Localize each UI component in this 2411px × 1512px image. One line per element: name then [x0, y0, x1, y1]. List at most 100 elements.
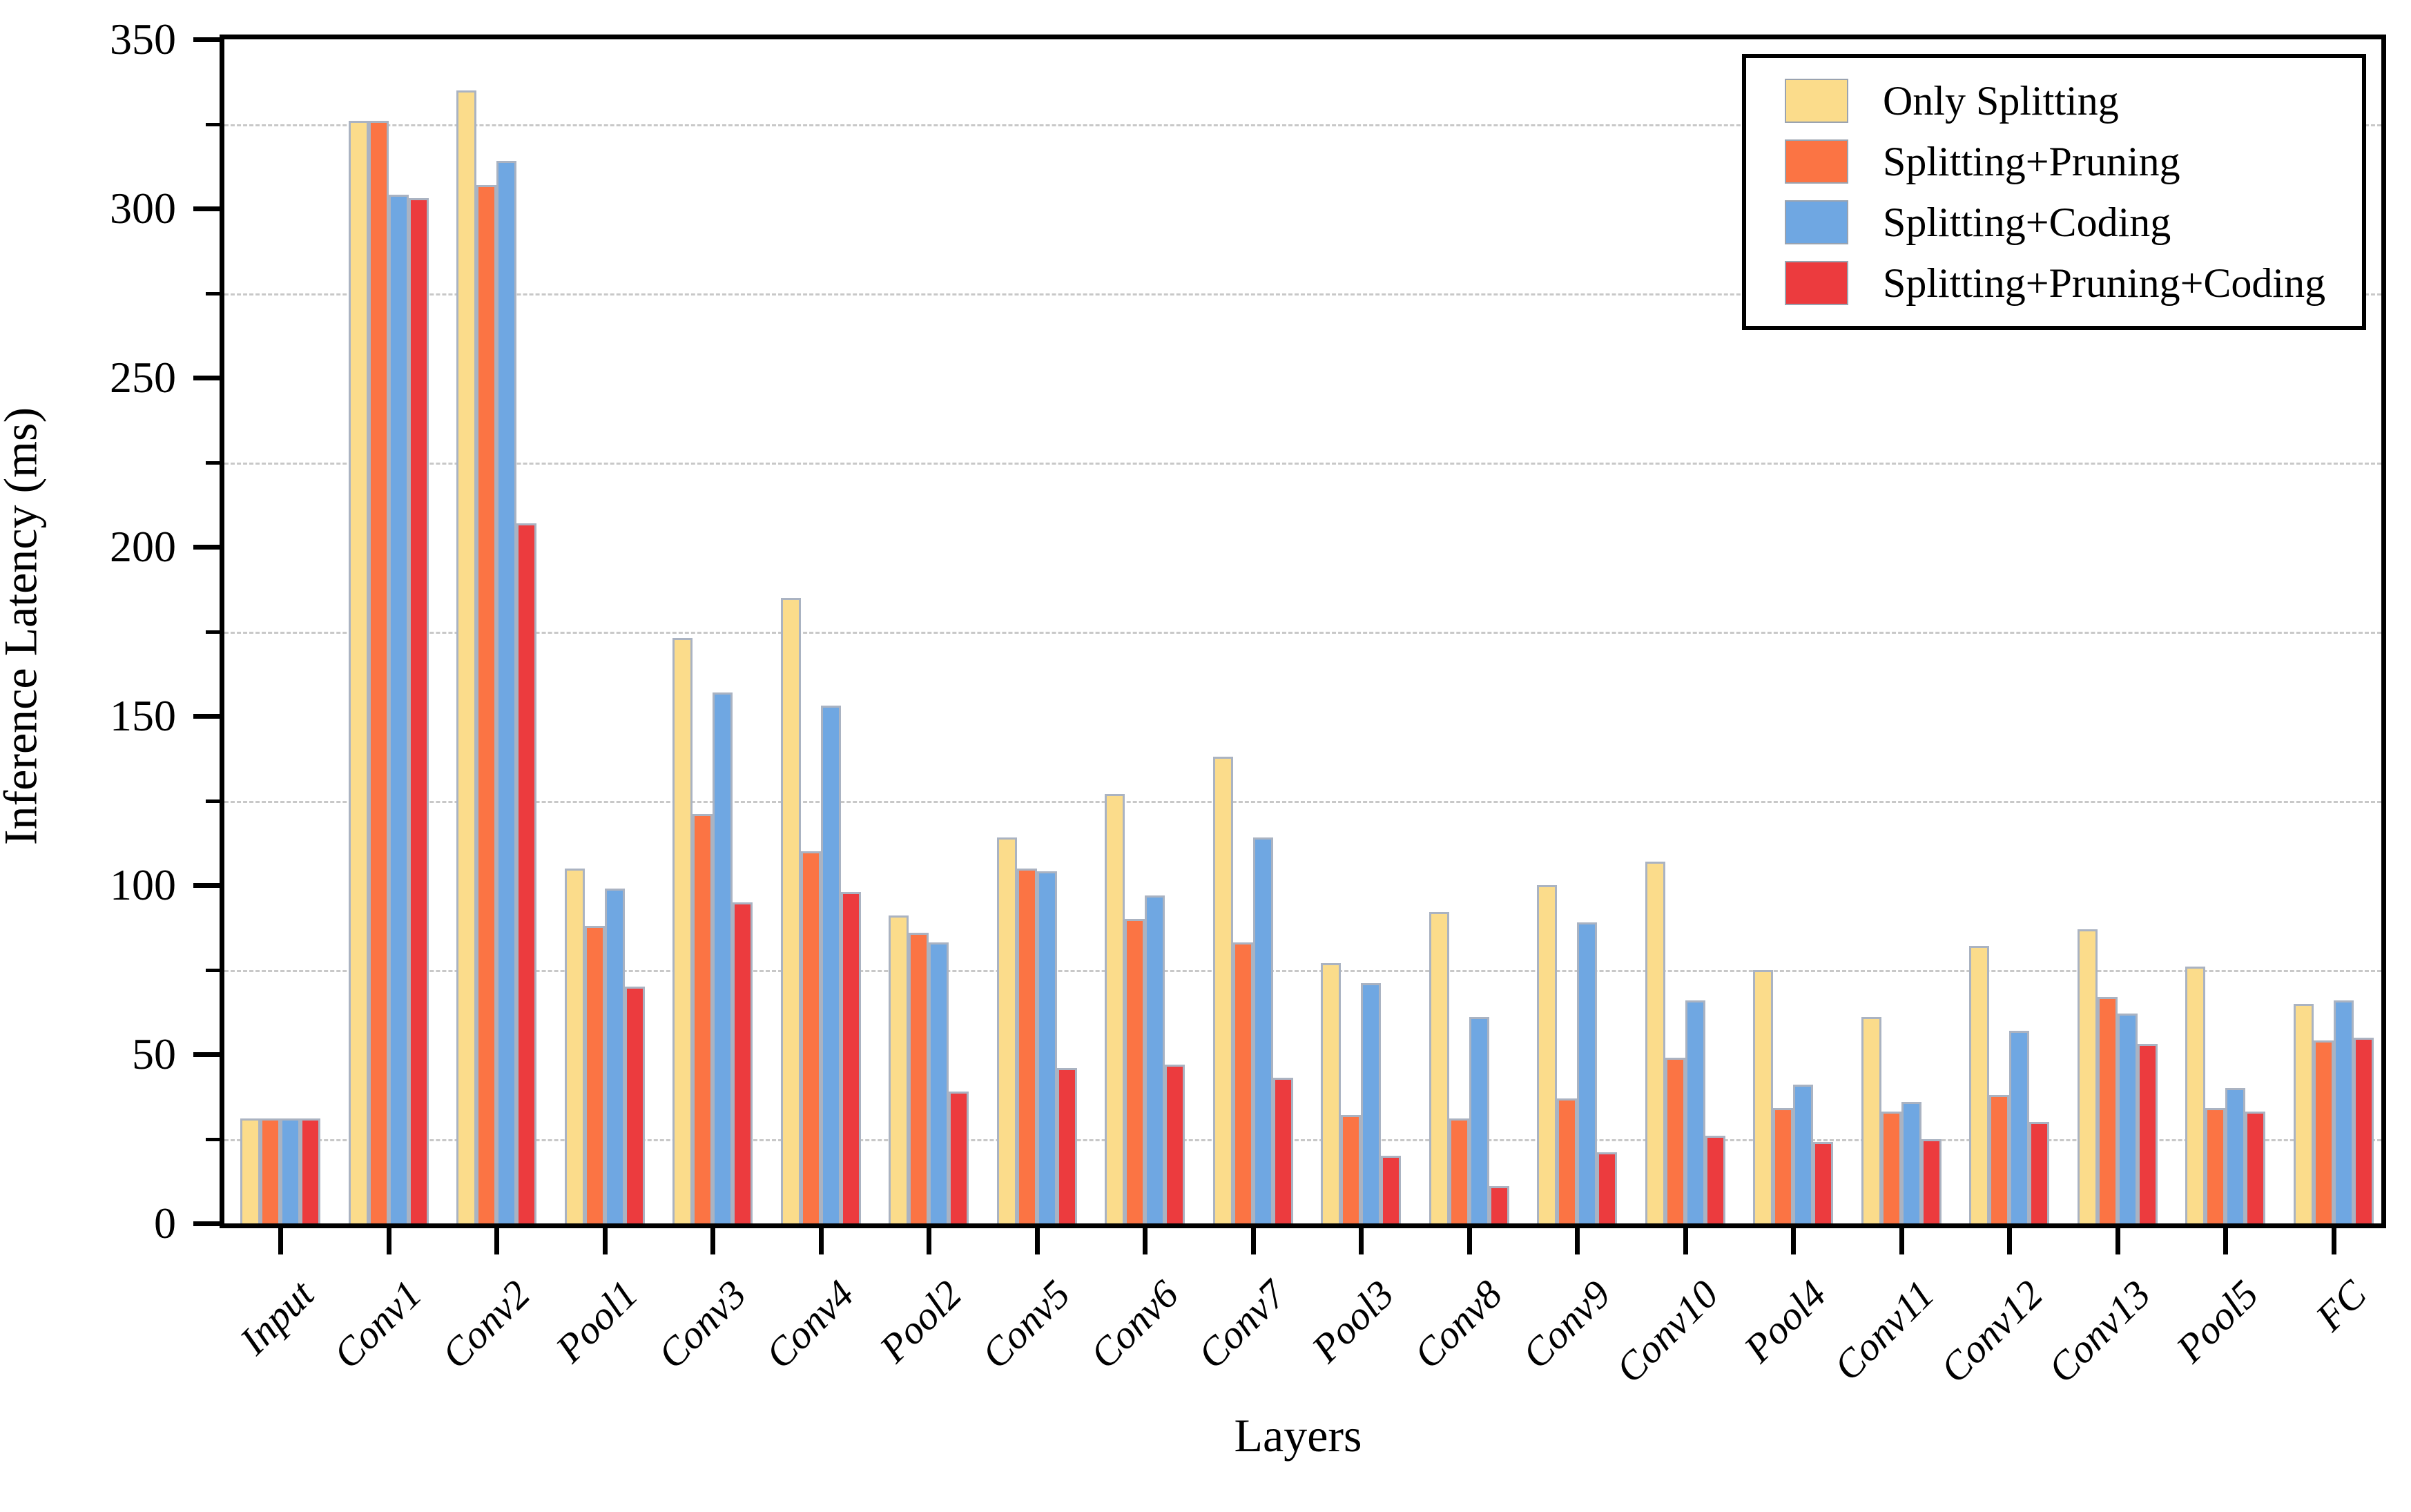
x-tick-pool5: [2223, 1223, 2228, 1254]
x-tick-pool3: [1359, 1223, 1364, 1254]
x-category-label-conv13: Conv13: [2039, 1271, 2160, 1392]
x-tick-conv1: [386, 1223, 391, 1254]
bar-splitting-coding-conv10: [1685, 1000, 1705, 1223]
bar-splitting-pruning-input: [260, 1118, 280, 1223]
x-tick-input: [278, 1223, 283, 1254]
x-category-label-pool5: Pool5: [2167, 1271, 2267, 1371]
legend-label-splitting-coding: Splitting+Coding: [1883, 199, 2171, 245]
bar-only-splitting-pool5: [2185, 966, 2205, 1223]
bar-splitting-pruning-coding-conv9: [1597, 1152, 1617, 1223]
x-tick-conv3: [710, 1223, 715, 1254]
x-tick-fc: [2331, 1223, 2336, 1254]
x-tick-conv11: [1899, 1223, 1904, 1254]
bar-splitting-coding-pool1: [604, 888, 625, 1223]
legend-row-only-splitting: Only Splitting: [1746, 70, 2362, 131]
x-axis-title: Layers: [1234, 1409, 1362, 1462]
bar-splitting-coding-pool2: [929, 942, 949, 1223]
bar-only-splitting-pool2: [889, 915, 909, 1223]
y-tick-label-250: 250: [110, 353, 176, 402]
bar-splitting-pruning-coding-pool5: [2245, 1112, 2265, 1223]
legend-swatch-splitting-pruning-coding: [1785, 261, 1848, 305]
bar-only-splitting-conv8: [1429, 912, 1449, 1223]
bar-only-splitting-pool4: [1753, 969, 1773, 1223]
gridline-75: [224, 969, 2381, 972]
bar-splitting-pruning-coding-conv10: [1705, 1135, 1725, 1223]
bar-splitting-coding-conv11: [1901, 1101, 1921, 1223]
y-tick-label-200: 200: [110, 522, 176, 571]
bar-splitting-coding-conv6: [1145, 895, 1165, 1223]
bar-splitting-pruning-conv10: [1665, 1057, 1685, 1223]
bar-splitting-coding-pool4: [1793, 1085, 1813, 1223]
bar-splitting-coding-fc: [2333, 1000, 2354, 1223]
legend-label-only-splitting: Only Splitting: [1883, 77, 2119, 124]
bar-only-splitting-conv12: [1969, 946, 1989, 1223]
bar-only-splitting-conv9: [1537, 885, 1557, 1223]
y-minor-tick-125: [206, 799, 224, 803]
legend-row-splitting-pruning: Splitting+Pruning: [1746, 131, 2362, 192]
x-category-label-conv8: Conv8: [1405, 1271, 1511, 1377]
bar-splitting-pruning-conv9: [1557, 1098, 1577, 1223]
bar-splitting-pruning-coding-fc: [2353, 1037, 2374, 1223]
bar-splitting-pruning-pool1: [584, 925, 605, 1223]
gridline-125: [224, 800, 2381, 803]
bar-only-splitting-conv13: [2077, 929, 2098, 1223]
bar-splitting-coding-pool5: [2225, 1088, 2245, 1223]
gridline-25: [224, 1138, 2381, 1141]
x-tick-conv12: [2007, 1223, 2012, 1254]
y-minor-tick-275: [206, 291, 224, 295]
bar-splitting-pruning-coding-conv11: [1921, 1138, 1942, 1223]
bar-splitting-pruning-coding-conv13: [2137, 1044, 2158, 1223]
bar-splitting-pruning-conv2: [476, 184, 496, 1223]
bar-only-splitting-pool1: [564, 868, 585, 1223]
bar-only-splitting-conv7: [1212, 756, 1233, 1223]
x-tick-conv2: [494, 1223, 499, 1254]
bar-splitting-pruning-conv11: [1881, 1112, 1901, 1223]
bar-splitting-pruning-conv13: [2097, 996, 2118, 1223]
legend-swatch-splitting-pruning: [1785, 139, 1848, 184]
x-tick-conv13: [2115, 1223, 2120, 1254]
bar-splitting-coding-conv1: [388, 195, 409, 1223]
gridline-325: [224, 124, 2381, 126]
x-category-label-input: Input: [231, 1271, 322, 1364]
x-category-label-conv6: Conv6: [1081, 1271, 1187, 1377]
bar-splitting-pruning-coding-conv7: [1272, 1078, 1293, 1223]
x-tick-conv4: [818, 1223, 824, 1254]
y-tick-label-300: 300: [110, 184, 176, 233]
bar-splitting-pruning-fc: [2313, 1040, 2334, 1223]
x-tick-conv7: [1250, 1223, 1256, 1254]
bar-only-splitting-conv5: [996, 837, 1017, 1223]
bar-splitting-pruning-pool5: [2205, 1108, 2225, 1223]
bar-splitting-coding-conv3: [713, 692, 733, 1223]
y-tick-label-350: 350: [110, 14, 176, 64]
bar-splitting-pruning-coding-conv12: [2029, 1122, 2049, 1223]
legend-label-splitting-pruning-coding: Splitting+Pruning+Coding: [1883, 260, 2326, 306]
bar-splitting-pruning-coding-conv6: [1165, 1064, 1185, 1223]
x-tick-pool4: [1791, 1223, 1796, 1254]
x-category-label-conv12: Conv12: [1931, 1271, 2051, 1392]
legend-swatch-splitting-coding: [1785, 200, 1848, 244]
bar-splitting-pruning-conv7: [1232, 942, 1253, 1223]
bar-splitting-pruning-conv4: [800, 851, 821, 1223]
bar-splitting-pruning-coding-pool1: [624, 987, 645, 1223]
bar-only-splitting-conv4: [780, 597, 801, 1223]
gridline-225: [224, 462, 2381, 465]
bar-splitting-coding-pool3: [1361, 983, 1381, 1223]
legend-row-splitting-pruning-coding: Splitting+Pruning+Coding: [1746, 253, 2362, 313]
bar-splitting-pruning-conv6: [1125, 919, 1145, 1223]
bar-splitting-pruning-conv1: [368, 120, 389, 1223]
y-tick-300: [193, 206, 224, 211]
legend-label-splitting-pruning: Splitting+Pruning: [1883, 138, 2180, 184]
bar-splitting-pruning-pool2: [909, 932, 929, 1223]
bar-splitting-coding-conv5: [1036, 871, 1057, 1223]
y-minor-tick-225: [206, 461, 224, 465]
bar-only-splitting-conv2: [456, 90, 476, 1223]
bar-splitting-pruning-pool3: [1341, 1115, 1361, 1223]
gridline-275: [224, 293, 2381, 295]
x-category-label-conv9: Conv9: [1513, 1271, 1619, 1377]
x-category-label-conv10: Conv10: [1607, 1271, 1727, 1392]
bar-only-splitting-conv6: [1105, 793, 1125, 1223]
bar-splitting-pruning-coding-pool2: [949, 1091, 969, 1223]
legend-swatch-only-splitting: [1785, 79, 1848, 123]
bar-splitting-pruning-coding-conv1: [408, 198, 429, 1223]
